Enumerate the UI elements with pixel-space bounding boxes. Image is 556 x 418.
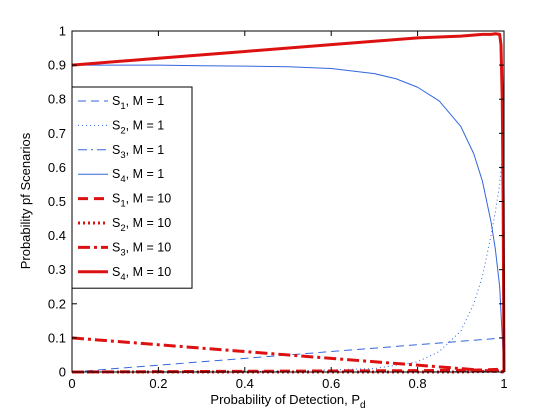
series-line-7 <box>71 336 505 374</box>
legend-label-2: S2, M = 1 <box>112 118 164 136</box>
series-line-1 <box>71 337 505 373</box>
legend-label-8: S4, M = 10 <box>112 265 171 283</box>
series-line-2 <box>71 133 505 373</box>
y-tick-label: 0.8 <box>48 92 66 107</box>
x-tick-label: 0.2 <box>149 376 167 391</box>
y-axis-label: Probability pf Scenarios <box>18 132 33 269</box>
x-tick-label: 1 <box>500 376 507 391</box>
x-axis-label-subscript: d <box>360 400 366 411</box>
y-tick-label: 0.3 <box>48 262 66 277</box>
x-axis-label-main: Probability of Detection, P <box>210 392 360 407</box>
legend: S1, M = 1 S2, M = 1 S3, M = 1 S4, M = 1 S1, … <box>71 86 193 289</box>
y-tick-label: 0.4 <box>48 228 66 243</box>
legend-label-5: S1, M = 10 <box>112 192 171 210</box>
x-tick-label: 0.8 <box>409 376 427 391</box>
legend-label-3: S3, M = 1 <box>112 143 164 161</box>
series-line-8 <box>71 32 506 373</box>
legend-label-4: S4, M = 1 <box>112 167 164 185</box>
x-tick-label: 0 <box>68 376 75 391</box>
y-tick-label: 0.6 <box>48 160 66 175</box>
y-tick-label: 0 <box>59 365 66 380</box>
y-tick-label: 0.7 <box>48 126 66 141</box>
y-tick-label: 0.9 <box>48 58 66 73</box>
legend-box <box>71 86 193 289</box>
y-tick-label: 0.1 <box>48 330 66 345</box>
y-tick-label: 1 <box>59 24 66 39</box>
series-line-4 <box>72 64 505 373</box>
y-tick-label: 0.2 <box>48 296 66 311</box>
legend-label-1: S1, M = 1 <box>112 94 164 112</box>
legend-label-6: S2, M = 10 <box>112 216 171 234</box>
legend-label-7: S3, M = 10 <box>112 240 171 258</box>
x-axis-label: Probability of Detection, Pd <box>210 392 365 411</box>
tick-layer: 0 0.2 0.4 0.6 0.8 1 0 0.1 0.2 0.3 0.4 0.5 0.6 0.7 0.8 0… <box>48 24 508 392</box>
x-tick-label: 0.6 <box>322 376 340 391</box>
x-tick-label: 0.4 <box>236 376 254 391</box>
y-tick-label: 0.5 <box>48 194 66 209</box>
